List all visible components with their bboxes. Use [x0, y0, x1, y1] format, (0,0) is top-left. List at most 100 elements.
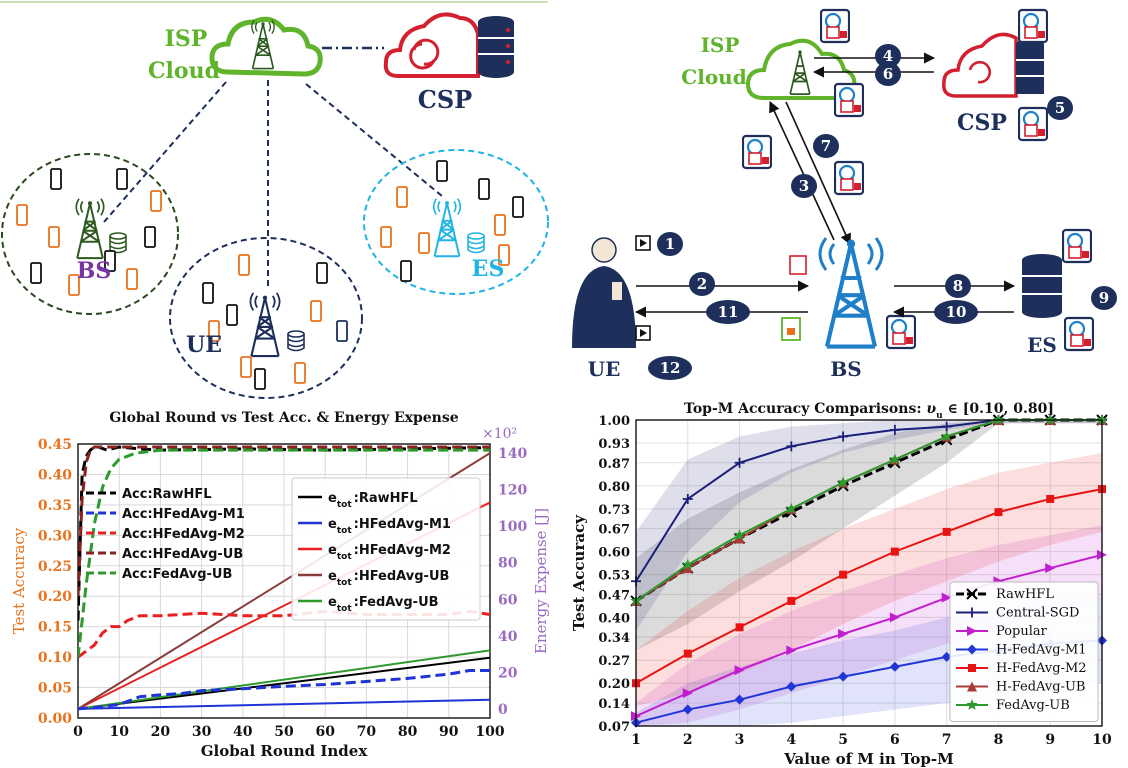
data-point	[734, 457, 745, 468]
data-point	[967, 607, 977, 618]
model-box-icon	[820, 8, 850, 44]
chart1-y2tick-label: 40	[498, 629, 518, 645]
wf-csp-label: CSP	[957, 110, 1007, 136]
chart1-legend-accuracy: Acc:RawHFL Acc:HFedAvg-M1 Acc:HFedAvg-M2 Ac…	[86, 487, 245, 582]
model-box-icon	[886, 314, 916, 350]
chart2-xtick-label: 2	[683, 732, 693, 748]
chart2-plot-frame	[635, 419, 1103, 727]
chart1-xtick-label: 0	[73, 724, 83, 740]
data-point	[994, 508, 1003, 517]
chart1-xtick-label: 90	[439, 724, 459, 740]
model-box-icon	[1062, 228, 1092, 264]
legend-label: Acc:HFedAvg-M1	[122, 507, 245, 522]
legend-label: Acc:HFedAvg-M2	[122, 527, 245, 542]
data-point	[682, 493, 693, 504]
chart2-ytick-label: 0.60	[598, 546, 630, 561]
chart1-y2tick-label: 140	[498, 446, 527, 462]
topology-diagram: ISP Cloud CSP	[0, 1, 549, 399]
chart1-ytick-label: 0.25	[38, 559, 72, 575]
data-point	[786, 645, 797, 656]
chart2-ytick-label: 1.00	[598, 414, 630, 429]
data-point	[734, 533, 745, 544]
chart2-xtick-label: 9	[1045, 732, 1055, 748]
chart1-xtick-label: 60	[315, 724, 335, 740]
chart2-legend: RawHFL Central-SGD Popular H-FedAvg-M1 H-Fed…	[949, 581, 1099, 722]
es-cluster-boundary	[363, 149, 549, 295]
series-line	[635, 488, 1103, 685]
ue-label: UE	[186, 332, 222, 358]
accuracy-series-line	[78, 669, 490, 711]
step-badge-label: 12	[660, 359, 681, 377]
data-point	[682, 558, 694, 570]
chart1-y2tick-label: 100	[498, 519, 527, 535]
chart1-ytick-label: 0.35	[38, 498, 72, 514]
chart2-ytick-label: 0.80	[598, 480, 630, 495]
series-h-fedavg-m2	[632, 485, 1106, 688]
play-icon	[635, 235, 651, 251]
step-badge-label: 10	[946, 303, 967, 321]
step-badge-2: 2	[689, 272, 715, 296]
legend-label: etot:FedAvg-UB	[328, 595, 439, 614]
model-box-icon	[834, 160, 864, 196]
chart1-y2label: Energy Expense [J]	[532, 508, 550, 654]
chart1-xtick-label: 50	[274, 724, 294, 740]
model-box-icon	[1064, 316, 1094, 352]
chart2-ytick-label: 0.27	[598, 654, 630, 669]
chart1-xtick-label: 70	[357, 724, 377, 740]
energy-series-line	[78, 656, 490, 710]
chart1-xtick-label: 20	[151, 724, 171, 740]
data-point	[940, 430, 953, 442]
model-box-icon	[834, 82, 864, 118]
chart2-xtick-label: 10	[1092, 732, 1112, 748]
wf-isp-label-line2: Cloud	[681, 65, 746, 89]
chart2-ytick-label: 0.40	[598, 611, 630, 626]
step-badge-9: 9	[1091, 286, 1117, 310]
chart2-ytick-label: 0.14	[598, 697, 630, 712]
ue-tower-icon	[249, 291, 305, 358]
data-point	[682, 704, 693, 715]
legend-label: Central-SGD	[996, 606, 1079, 621]
data-point	[942, 527, 951, 536]
legend-label: Popular	[996, 624, 1048, 639]
data-point	[890, 547, 899, 556]
chart1-ytick-label: 0.30	[38, 528, 72, 544]
data-point	[733, 529, 746, 541]
step-badge-label: 4	[883, 47, 893, 65]
isp-bs-link	[103, 81, 227, 223]
step-badge-8: 8	[945, 274, 971, 298]
arrow-step-3	[769, 100, 835, 241]
chart2-ytick-label: 0.87	[598, 457, 630, 472]
chart2-ytick-label: 0.53	[598, 569, 630, 584]
data-point	[785, 502, 798, 514]
data-point	[967, 626, 977, 636]
step-badge-label: 11	[718, 303, 739, 321]
chart2-ytick-label: 0.20	[598, 677, 630, 692]
data-point	[786, 441, 797, 452]
step-badge-label: 3	[799, 177, 809, 195]
step-badge-6: 6	[875, 62, 901, 86]
accuracy-energy-chart: Global Round vs Test Acc. & Energy Expen…	[10, 410, 550, 760]
confidence-band	[636, 420, 1102, 651]
step-badge-label: 6	[883, 65, 893, 83]
isp-cloud-icon	[209, 16, 323, 77]
wf-bs-tower-icon	[818, 237, 884, 347]
chart2-xtick-label: 7	[942, 732, 952, 748]
legend-label: etot:RawHFL	[328, 491, 418, 510]
confidence-band	[636, 420, 1102, 631]
legend-label: H-FedAvg-M2	[996, 661, 1087, 676]
wf-es-server-icon	[1022, 254, 1062, 318]
step-badge-label: 1	[665, 235, 675, 253]
legend-label: FedAvg-UB	[996, 698, 1070, 713]
isp-cloud-label-line2: Cloud	[148, 58, 220, 84]
data-point	[968, 664, 976, 672]
arrow-step-7	[785, 101, 851, 246]
legend-label: etot:HFedAvg-UB	[328, 569, 449, 588]
data-point	[941, 421, 952, 432]
legend-label: Acc:HFedAvg-UB	[122, 547, 243, 562]
wf-isp-label-line1: ISP	[701, 33, 740, 57]
data-point	[838, 671, 849, 682]
chart1-ytick-label: 0.20	[38, 589, 72, 605]
chart1-y2tick-label: 120	[498, 483, 527, 499]
data-point	[839, 570, 848, 579]
